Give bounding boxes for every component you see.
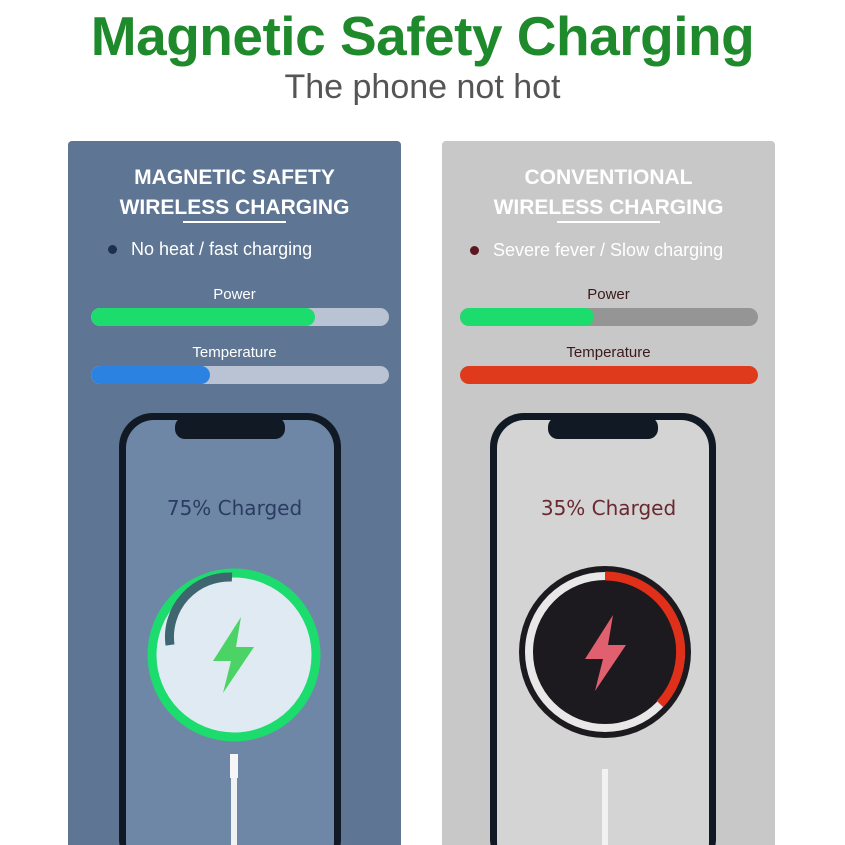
power-label: Power [213, 286, 256, 303]
heading-line-2: WIRELESS CHARGING [493, 196, 724, 219]
power-label: Power [587, 286, 630, 303]
lightning-bolt-icon [585, 615, 626, 691]
temperature-bar [460, 366, 758, 384]
power-bar-fill [460, 308, 595, 326]
page-subtitle: The phone not hot [284, 68, 561, 106]
phone-illustration [119, 413, 341, 845]
panel-heading: MAGNETIC SAFETY WIRELESS CHARGING [68, 163, 401, 223]
power-bar [91, 308, 389, 326]
magnetic-charging-panel: MAGNETIC SAFETY WIRELESS CHARGING No heat… [68, 141, 401, 845]
power-bar [460, 308, 758, 326]
temperature-bar-fill [91, 366, 211, 384]
charge-ring-fill [604, 571, 686, 708]
heading-underline [183, 221, 286, 223]
phone-notch [548, 417, 658, 439]
bullet-text: Severe fever / Slow charging [493, 240, 724, 260]
power-bar-fill [91, 308, 315, 326]
heading-line-1: MAGNETIC SAFETY [134, 166, 335, 189]
charge-ring-empty [164, 572, 233, 646]
bullet-text: No heat / fast charging [131, 239, 313, 259]
heading-line-1: CONVENTIONAL [524, 166, 693, 189]
cable-connector [230, 754, 238, 778]
feature-bullet: Severe fever / Slow charging [470, 240, 723, 261]
temperature-bar-fill [460, 366, 758, 384]
panel-heading: CONVENTIONAL WIRELESS CHARGING [442, 163, 775, 223]
conventional-charging-panel: CONVENTIONAL WIRELESS CHARGING Severe fev… [442, 141, 775, 845]
phone-illustration [490, 413, 716, 845]
temperature-label: Temperature [192, 344, 277, 361]
heading-underline [557, 221, 660, 223]
page-title: Magnetic Safety Charging [90, 5, 755, 67]
bullet-dot [470, 246, 479, 255]
bullet-dot [108, 245, 117, 254]
lightning-bolt-icon [213, 617, 254, 693]
temperature-bar [91, 366, 389, 384]
temperature-label: Temperature [566, 344, 651, 361]
charge-status: 75% Charged [166, 496, 303, 520]
phone-notch [175, 417, 285, 439]
heading-line-2: WIRELESS CHARGING [119, 196, 350, 219]
feature-bullet: No heat / fast charging [108, 239, 312, 260]
charge-status: 35% Charged [540, 496, 677, 520]
